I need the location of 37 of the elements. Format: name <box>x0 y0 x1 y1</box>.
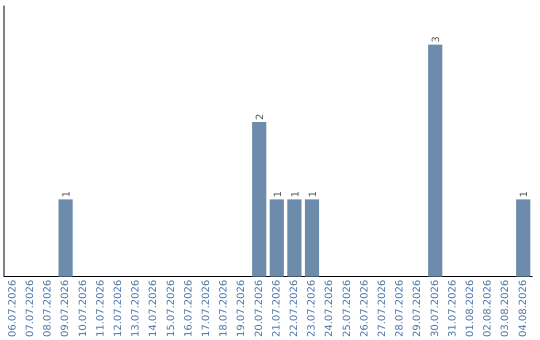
x-tick-label: 21.07.2026 <box>271 280 282 338</box>
x-tick-label: 06.07.2026 <box>7 280 18 338</box>
data-label: 1 <box>290 191 302 198</box>
x-tick-label: 07.07.2026 <box>24 280 36 338</box>
data-label: 2 <box>255 114 266 120</box>
x-tick-label: 19.07.2026 <box>236 280 248 338</box>
x-tick-label: 09.07.2026 <box>60 280 72 338</box>
x-tick-label: 14.07.2026 <box>148 280 160 338</box>
x-tick-label: 13.07.2026 <box>130 280 142 338</box>
x-tick-label: 23.07.2026 <box>306 280 318 338</box>
x-tick-label: 01.08.2026 <box>464 280 476 338</box>
x-tick-label: 10.07.2026 <box>78 280 89 338</box>
data-label: 1 <box>62 191 73 198</box>
x-tick-label: 02.08.2026 <box>482 280 494 338</box>
x-tick-label: 08.07.2026 <box>42 280 54 338</box>
x-tick-label: 29.07.2026 <box>412 280 424 338</box>
x-tick-label: 27.07.2026 <box>376 280 388 338</box>
x-tick-label: 20.07.2026 <box>254 280 265 338</box>
x-tick-label: 30.07.2026 <box>430 280 441 338</box>
data-label: 1 <box>272 191 284 198</box>
data-label: 1 <box>308 191 319 198</box>
x-tick-label: 26.07.2026 <box>359 280 370 338</box>
x-tick-label: 16.07.2026 <box>183 280 194 338</box>
x-tick-label: 04.08.2026 <box>518 280 529 338</box>
data-label: 3 <box>431 36 442 43</box>
x-tick-label: 25.07.2026 <box>342 280 353 338</box>
x-tick-label: 28.07.2026 <box>394 280 406 338</box>
data-label: 1 <box>519 191 530 198</box>
x-tick-label: 18.07.2026 <box>218 280 230 338</box>
x-tick-label: 31.07.2026 <box>447 280 458 338</box>
x-tick-label: 22.07.2026 <box>288 280 300 338</box>
x-tick-label: 11.07.2026 <box>95 280 106 338</box>
x-tick-label: 15.07.2026 <box>166 280 177 338</box>
x-tick-label: 17.07.2026 <box>200 280 212 338</box>
x-tick-label: 12.07.2026 <box>112 280 124 338</box>
x-tick-label: 03.08.2026 <box>500 280 512 338</box>
x-tick-label: 24.07.2026 <box>324 280 336 338</box>
